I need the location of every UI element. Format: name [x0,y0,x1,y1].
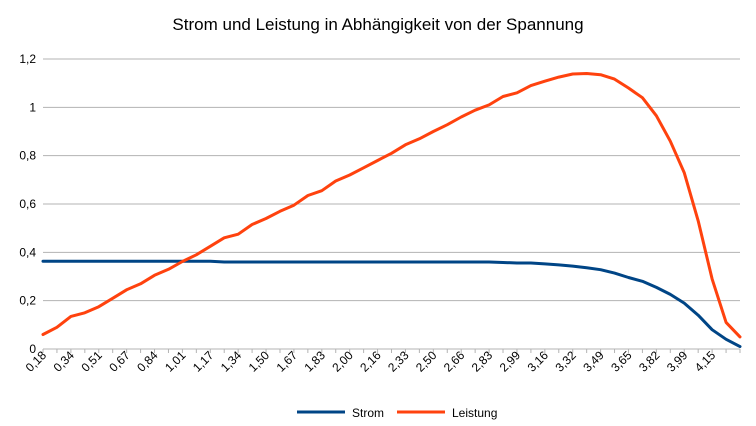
x-tick-label: 2,50 [413,348,440,375]
x-tick-label: 3,82 [636,348,663,375]
x-tick-label: 0,51 [78,348,105,375]
x-tick-label: 0,18 [23,348,50,375]
x-tick-label: 1,34 [218,348,245,375]
x-tick-label: 0,34 [51,348,78,375]
x-tick-label: 2,66 [441,348,468,375]
x-tick-label: 2,00 [329,348,356,375]
y-tick-label: 0,6 [19,197,36,211]
x-tick-label: 0,84 [134,348,161,375]
x-tick-label: 3,99 [664,348,691,375]
x-tick-label: 1,67 [274,348,301,375]
x-tick-label: 1,50 [246,348,273,375]
x-tick-label: 3,65 [608,348,635,375]
x-tick-label: 3,32 [552,348,579,375]
legend: Strom Leistung [297,406,497,420]
series-line-leistung [41,72,742,339]
chart-title: Strom und Leistung in Abhängigkeit von d… [172,15,583,34]
x-tick-label: 0,67 [106,348,133,375]
x-tick-label: 2,33 [385,348,412,375]
x-tick-label: 3,16 [525,348,552,375]
x-tick-label: 2,16 [357,348,384,375]
x-tick-label: 2,83 [469,348,496,375]
grid-layer [43,58,740,350]
y-tick-label: 0,8 [19,149,36,163]
x-tick-label: 1,83 [302,348,329,375]
x-tick-label: 1,01 [162,348,189,375]
legend-label-leistung: Leistung [452,406,497,420]
series-layer [41,72,742,349]
y-tick-label: 0,2 [19,294,36,308]
y-tick-label: 0,4 [19,245,36,259]
series-line-strom [41,259,742,349]
x-tick-label: 3,49 [580,348,607,375]
x-tick-label: 1,17 [190,348,217,375]
x-tick-label: 2,99 [497,348,524,375]
axis-layer: 0 0,2 0,4 0,6 0,8 1 1,2 0,18 0,34 0,51 0,67 0,84 1,0… [19,52,741,375]
y-tick-label: 0 [29,342,36,356]
x-tick-label: 4,15 [692,348,719,375]
y-tick-label: 1,2 [19,52,36,66]
y-tick-label: 1 [29,100,36,114]
legend-label-strom: Strom [352,406,384,420]
